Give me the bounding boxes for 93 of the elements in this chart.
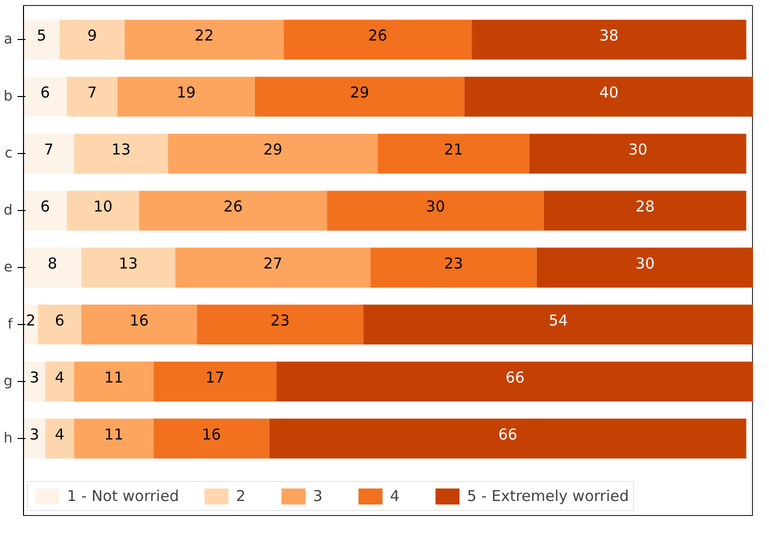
bar: [254, 76, 464, 117]
bar: [536, 248, 753, 288]
bar: [24, 20, 60, 60]
bar: [24, 134, 74, 174]
data-label: 3: [30, 368, 40, 387]
bar: [544, 190, 746, 231]
y-tick-label: f: [8, 316, 14, 333]
bar: [139, 190, 328, 231]
data-label: 13: [118, 254, 138, 273]
data-label: 16: [130, 312, 149, 330]
bar: [154, 362, 276, 402]
data-label: 66: [505, 368, 525, 387]
data-label: 4: [54, 426, 64, 444]
data-label: 30: [426, 198, 446, 216]
data-label: 7: [44, 140, 54, 159]
data-label: 7: [87, 84, 97, 102]
data-label: 2: [26, 312, 36, 330]
data-label: 8: [48, 254, 58, 273]
bar: [464, 76, 753, 117]
bar: [284, 20, 472, 60]
bar: [24, 248, 82, 288]
data-label: 22: [194, 26, 214, 45]
data-label: 66: [498, 426, 518, 444]
data-label: 19: [176, 84, 196, 102]
data-label: 40: [599, 84, 618, 102]
legend-label: 4: [390, 487, 401, 505]
data-label: 11: [104, 368, 124, 387]
data-label: 9: [87, 26, 97, 45]
data-label: 6: [54, 312, 64, 330]
y-tick-label: h: [4, 430, 12, 447]
bar: [117, 76, 255, 117]
data-label: 29: [350, 84, 370, 102]
bar: [38, 304, 82, 345]
data-label: 6: [40, 198, 50, 216]
y-tick-label: g: [4, 374, 13, 390]
bar: [472, 20, 746, 60]
y-tick-label: c: [4, 146, 13, 162]
data-label: 26: [368, 26, 388, 45]
legend-label: 5 - Extremely worried: [466, 487, 629, 505]
data-label: 26: [224, 198, 243, 216]
data-label: 23: [270, 312, 290, 330]
bar: [24, 76, 67, 117]
data-label: 13: [112, 140, 131, 159]
bar: [196, 304, 364, 345]
y-tick-label: b: [4, 88, 13, 105]
y-tick-label: a: [4, 32, 13, 48]
bar: [276, 362, 753, 402]
data-label: 5: [36, 26, 46, 45]
bar: [74, 134, 168, 174]
data-label: 30: [636, 254, 655, 273]
data-label: 6: [40, 84, 50, 102]
data-label: 28: [636, 198, 655, 216]
bar: [60, 20, 125, 60]
bar: [529, 134, 746, 174]
data-label: 54: [548, 312, 568, 330]
bar: [45, 362, 74, 402]
data-label: 16: [202, 426, 221, 444]
legend-label: 3: [312, 487, 324, 505]
bar: [24, 304, 38, 345]
y-tick-label: e: [4, 260, 13, 276]
bar: [370, 248, 537, 288]
bar: [81, 304, 197, 345]
bar: [24, 362, 46, 402]
bar: [24, 418, 46, 459]
bar: [81, 248, 176, 288]
data-label: 29: [263, 140, 282, 159]
bar: [363, 304, 753, 345]
legend-label: 2: [236, 487, 247, 505]
data-label: 38: [599, 26, 618, 45]
data-label: 30: [628, 140, 648, 159]
data-label: 11: [104, 426, 124, 444]
bar: [378, 134, 530, 174]
bar: [154, 418, 270, 459]
data-label: 4: [54, 368, 64, 387]
bar: [74, 418, 154, 459]
bar: [124, 20, 284, 60]
bar: [66, 190, 140, 231]
bar: [269, 418, 746, 459]
data-label: 23: [444, 254, 464, 273]
bar: [24, 190, 67, 231]
y-tick-label: d: [4, 202, 13, 219]
bar: [45, 418, 74, 459]
bar: [327, 190, 544, 231]
legend-label: 1 - Not worried: [67, 487, 179, 505]
data-label: 17: [205, 368, 225, 387]
bar: [66, 76, 118, 117]
bar: [175, 248, 370, 288]
bar: [168, 134, 378, 174]
bar: [74, 362, 154, 402]
data-label: 10: [93, 198, 113, 216]
data-label: 21: [444, 140, 464, 159]
data-label: 3: [30, 426, 40, 444]
data-label: 27: [263, 254, 282, 273]
